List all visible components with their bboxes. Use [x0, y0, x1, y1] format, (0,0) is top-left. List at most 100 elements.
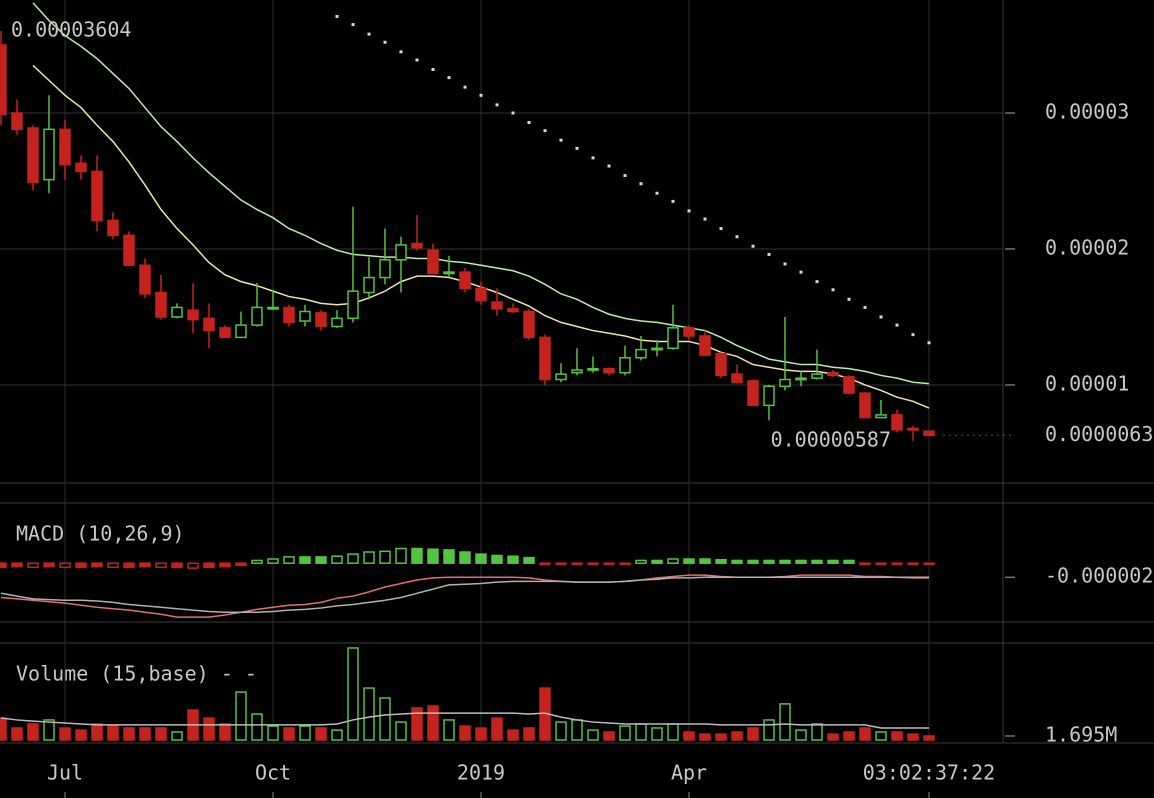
volume-bar	[379, 697, 391, 741]
macd-histogram-bar	[107, 562, 119, 569]
volume-bar	[859, 727, 871, 741]
sar-dot	[463, 85, 467, 89]
volume-bar	[747, 727, 759, 741]
volume-bar	[571, 719, 583, 741]
macd-histogram-bar	[0, 562, 7, 569]
candle-body	[715, 352, 727, 377]
volume-bar	[91, 723, 103, 741]
macd-histogram-bar	[59, 562, 71, 569]
candle-body	[523, 310, 535, 339]
candle-body	[827, 371, 839, 377]
volume-title: Volume (15,base) - -	[16, 662, 257, 686]
candle-body	[571, 369, 583, 374]
candle-body	[43, 128, 55, 181]
volume-bar	[763, 719, 775, 741]
volume-bar	[363, 687, 375, 741]
volume-bar	[523, 727, 535, 741]
candle-body	[859, 392, 871, 419]
volume-bar	[683, 731, 695, 741]
volume-bar	[203, 717, 215, 741]
macd-histogram-bar	[571, 562, 583, 565]
sar-dot	[719, 227, 723, 231]
macd-histogram-bar	[459, 551, 471, 564]
sar-dot	[543, 129, 547, 133]
y-tick-label: 0.00001	[1045, 371, 1129, 395]
volume-bar	[843, 731, 855, 741]
macd-histogram-bar	[427, 548, 439, 564]
max-label: 0.00003604	[11, 17, 131, 41]
candle-body	[843, 376, 855, 394]
macd-histogram-bar	[395, 547, 407, 564]
candle-body	[235, 324, 247, 339]
macd-histogram-bar	[475, 553, 487, 564]
x-tick-label: 03:02:37:22	[863, 761, 995, 785]
candle-body	[731, 373, 743, 383]
volume-bar	[555, 721, 567, 741]
macd-histogram-bar	[267, 558, 279, 564]
candle-body	[251, 306, 263, 326]
candle-body	[619, 357, 631, 374]
volume-bar	[779, 703, 791, 741]
candle-body	[555, 373, 567, 381]
sar-dot	[815, 280, 819, 284]
macd-histogram-bar	[763, 559, 775, 564]
volume-bar	[59, 727, 71, 741]
volume-bar	[27, 723, 39, 741]
sar-dot	[527, 121, 531, 125]
macd-histogram-bar	[603, 562, 615, 565]
candle-body	[27, 127, 39, 184]
volume-bar	[267, 725, 279, 741]
volume-bar	[459, 725, 471, 741]
macd-histogram-bar	[795, 559, 807, 564]
sar-dot	[639, 182, 643, 186]
sar-dot	[399, 50, 403, 54]
y-tick-label: -0.000002	[1045, 564, 1153, 588]
volume-bar	[155, 727, 167, 741]
macd-histogram-bar	[523, 556, 535, 564]
sar-dot	[495, 103, 499, 107]
candle-body	[763, 385, 775, 407]
macd-histogram-bar	[555, 562, 567, 565]
volume-bar	[75, 729, 87, 741]
volume-bar	[667, 723, 679, 741]
volume-bar	[795, 729, 807, 741]
macd-histogram-bar	[907, 562, 919, 565]
candle-body	[635, 348, 647, 359]
macd-histogram-bar	[635, 559, 647, 564]
macd-histogram-bar	[27, 562, 39, 569]
macd-histogram-bar	[843, 559, 855, 564]
volume-bar	[411, 707, 423, 741]
macd-histogram-bar	[827, 559, 839, 564]
candle-body	[107, 219, 119, 237]
sar-dot	[415, 58, 419, 62]
volume-bar	[875, 731, 887, 741]
sar-dot	[383, 40, 387, 44]
volume-bar	[619, 725, 631, 741]
macd-histogram-bar	[651, 559, 663, 564]
volume-bar	[507, 729, 519, 741]
candle-body	[459, 271, 471, 290]
sar-dot	[655, 191, 659, 195]
volume-bar	[235, 691, 247, 741]
candle-body	[667, 327, 679, 349]
y-tick-label: 0.00002	[1045, 235, 1129, 259]
last-price-label: 0.0000063	[1045, 422, 1153, 446]
macd-histogram-bar	[315, 556, 327, 564]
macd-title: MACD (10,26,9)	[16, 522, 185, 546]
candle-body	[347, 290, 359, 320]
sar-dot	[687, 209, 691, 213]
candle-body	[683, 327, 695, 337]
candle-body	[0, 44, 7, 116]
candle-body	[283, 306, 295, 324]
volume-bar	[347, 647, 359, 741]
candle-body	[507, 308, 519, 313]
volume-bar	[699, 733, 711, 741]
macd-histogram-bar	[923, 562, 935, 565]
sar-dot	[703, 217, 707, 221]
volume-bar	[0, 717, 7, 741]
macd-histogram-bar	[731, 559, 743, 564]
candle-body	[75, 162, 87, 173]
macd-histogram-bar	[43, 562, 55, 568]
